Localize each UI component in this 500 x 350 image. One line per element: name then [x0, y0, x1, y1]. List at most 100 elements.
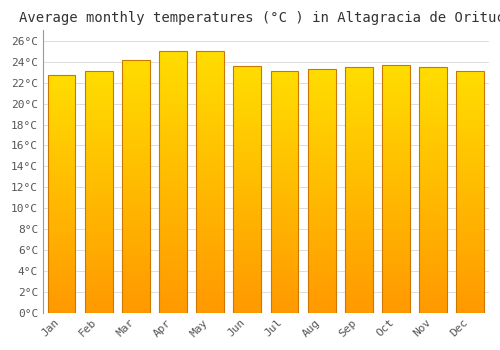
Bar [196, 67, 224, 68]
Bar [419, 157, 447, 158]
Bar [345, 127, 373, 128]
Bar [270, 123, 298, 124]
Bar [234, 236, 262, 237]
Bar [234, 89, 262, 91]
Bar [159, 196, 187, 198]
Bar [122, 252, 150, 253]
Bar [419, 77, 447, 78]
Bar [382, 301, 410, 303]
Bar [85, 296, 112, 297]
Bar [419, 223, 447, 224]
Bar [419, 281, 447, 282]
Bar [122, 127, 150, 128]
Bar [308, 140, 336, 141]
Bar [382, 80, 410, 81]
Bar [85, 202, 112, 203]
Bar [85, 141, 112, 142]
Bar [308, 147, 336, 148]
Bar [196, 125, 224, 126]
Bar [419, 126, 447, 127]
Bar [48, 147, 76, 148]
Bar [419, 95, 447, 97]
Bar [196, 91, 224, 92]
Bar [234, 134, 262, 135]
Bar [85, 256, 112, 257]
Bar [382, 183, 410, 184]
Bar [122, 215, 150, 217]
Bar [382, 257, 410, 258]
Bar [382, 150, 410, 152]
Bar [85, 87, 112, 88]
Bar [122, 147, 150, 148]
Bar [270, 194, 298, 196]
Bar [270, 113, 298, 115]
Bar [419, 134, 447, 136]
Bar [196, 298, 224, 300]
Bar [48, 162, 76, 163]
Bar [382, 282, 410, 283]
Bar [456, 269, 484, 271]
Bar [48, 149, 76, 150]
Bar [122, 174, 150, 175]
Bar [48, 128, 76, 129]
Bar [308, 190, 336, 191]
Bar [122, 60, 150, 61]
Bar [345, 206, 373, 207]
Bar [345, 247, 373, 249]
Bar [196, 245, 224, 246]
Bar [159, 284, 187, 285]
Bar [234, 163, 262, 164]
Bar [159, 282, 187, 284]
Bar [234, 87, 262, 88]
Bar [419, 292, 447, 293]
Bar [382, 123, 410, 124]
Bar [308, 246, 336, 247]
Bar [196, 140, 224, 141]
Bar [196, 282, 224, 284]
Bar [419, 100, 447, 102]
Bar [159, 72, 187, 74]
Bar [122, 67, 150, 69]
Bar [234, 213, 262, 214]
Bar [345, 233, 373, 234]
Bar [345, 85, 373, 87]
Bar [382, 71, 410, 72]
Bar [159, 63, 187, 64]
Bar [345, 229, 373, 230]
Bar [419, 120, 447, 121]
Bar [345, 277, 373, 278]
Bar [85, 301, 112, 302]
Bar [456, 192, 484, 193]
Bar [308, 86, 336, 88]
Bar [234, 177, 262, 178]
Bar [345, 75, 373, 76]
Bar [196, 214, 224, 215]
Bar [382, 106, 410, 107]
Bar [308, 125, 336, 126]
Bar [345, 267, 373, 268]
Bar [270, 259, 298, 261]
Bar [48, 104, 76, 105]
Bar [234, 97, 262, 98]
Bar [48, 241, 76, 243]
Bar [308, 180, 336, 181]
Bar [270, 291, 298, 292]
Bar [122, 265, 150, 266]
Bar [270, 274, 298, 275]
Bar [85, 236, 112, 237]
Bar [122, 234, 150, 236]
Bar [122, 71, 150, 72]
Bar [456, 92, 484, 93]
Bar [419, 111, 447, 112]
Bar [234, 192, 262, 193]
Bar [419, 262, 447, 264]
Bar [382, 65, 410, 66]
Bar [196, 218, 224, 220]
Bar [419, 194, 447, 195]
Bar [196, 268, 224, 270]
Bar [122, 116, 150, 117]
Bar [456, 161, 484, 162]
Bar [345, 212, 373, 213]
Bar [456, 146, 484, 147]
Bar [345, 305, 373, 307]
